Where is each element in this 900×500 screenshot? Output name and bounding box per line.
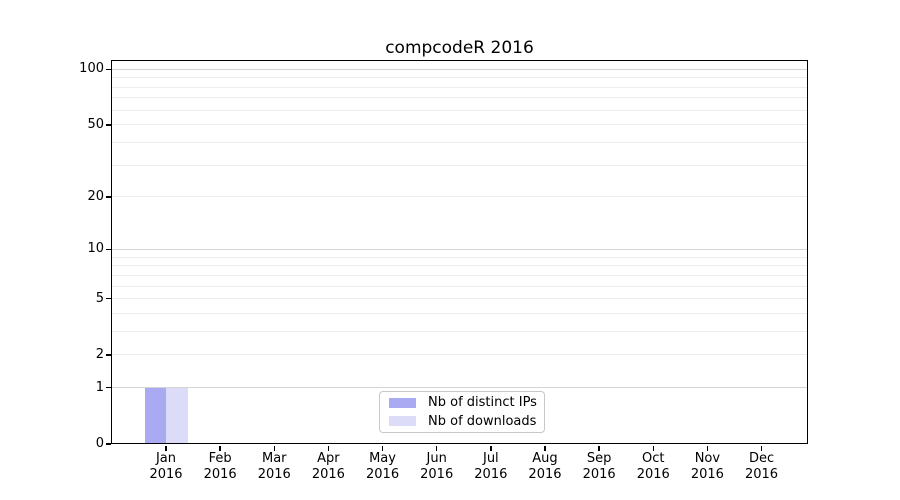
- y-axis-tick: [106, 196, 111, 198]
- x-axis-tick: [490, 445, 492, 451]
- minor-gridline: [112, 97, 808, 99]
- x-axis-tick: [273, 445, 276, 451]
- minor-gridline: [112, 164, 808, 166]
- y-axis-tick: [106, 248, 111, 251]
- x-axis-tick: [652, 445, 654, 451]
- y-tick-label: 100: [79, 61, 104, 77]
- major-gridline: [112, 387, 808, 389]
- minor-gridline: [112, 77, 808, 79]
- minor-gridline: [112, 274, 808, 276]
- x-tick-label-apr: Apr 2016: [311, 451, 345, 482]
- x-tick-label-sep: Sep 2016: [582, 451, 616, 482]
- x-axis-tick: [544, 445, 546, 451]
- x-tick-label-jul: Jul 2016: [474, 451, 508, 482]
- minor-gridline: [112, 312, 808, 314]
- legend-item-downloads: Nb of downloads: [389, 414, 544, 429]
- y-axis-tick: [106, 68, 111, 71]
- legend-label-downloads: Nb of downloads: [428, 413, 537, 429]
- bar-nb-of-downloads-jan: [166, 387, 188, 444]
- x-tick-label-jan: Jan 2016: [149, 451, 183, 482]
- y-axis-tick: [106, 354, 111, 356]
- minor-gridline: [112, 285, 808, 287]
- y-tick-label: 1: [95, 379, 104, 395]
- minor-gridline: [112, 142, 808, 144]
- x-axis-tick: [219, 445, 221, 451]
- y-tick-label: 10: [87, 241, 104, 257]
- x-axis-tick: [706, 445, 709, 451]
- minor-gridline: [112, 109, 808, 111]
- y-axis-tick: [106, 124, 111, 126]
- y-tick-label: 2: [95, 346, 104, 362]
- legend-swatch-distinct-ips: [389, 397, 416, 408]
- y-tick-label: 0: [95, 436, 104, 451]
- minor-gridline: [112, 330, 808, 332]
- legend-item-distinct-ips: Nb of distinct IPs: [389, 395, 544, 410]
- minor-gridline: [112, 298, 808, 300]
- legend: Nb of distinct IPs Nb of downloads: [379, 391, 545, 433]
- y-tick-label: 5: [95, 290, 104, 306]
- x-tick-label-oct: Oct 2016: [636, 451, 670, 482]
- x-axis-tick: [435, 445, 438, 451]
- minor-gridline: [112, 256, 808, 258]
- x-axis-tick: [760, 445, 763, 451]
- minor-gridline: [112, 265, 808, 267]
- minor-gridline: [112, 124, 808, 126]
- legend-swatch-downloads: [389, 416, 416, 427]
- y-axis-tick: [106, 386, 111, 389]
- y-axis-tick: [106, 443, 111, 445]
- x-tick-label-aug: Aug 2016: [528, 451, 562, 482]
- x-axis-tick: [327, 445, 330, 451]
- x-tick-label-jun: Jun 2016: [420, 451, 454, 482]
- y-tick-label: 50: [87, 116, 104, 132]
- y-tick-label: 20: [87, 188, 104, 204]
- minor-gridline: [112, 354, 808, 356]
- x-axis-tick: [165, 445, 167, 451]
- minor-gridline: [112, 196, 808, 198]
- major-gridline: [112, 68, 808, 70]
- x-axis-tick: [598, 445, 600, 451]
- x-tick-label-mar: Mar 2016: [257, 451, 291, 482]
- x-tick-label-feb: Feb 2016: [203, 451, 237, 482]
- chart-title: compcodeR 2016: [385, 38, 534, 58]
- y-axis-tick: [106, 297, 111, 300]
- bar-nb-of-distinct-ips-jan: [144, 387, 166, 444]
- minor-gridline: [112, 86, 808, 88]
- x-axis-tick: [381, 445, 384, 451]
- x-tick-label-may: May 2016: [366, 451, 400, 482]
- major-gridline: [112, 248, 808, 250]
- x-tick-label-nov: Nov 2016: [690, 451, 724, 482]
- x-tick-label-dec: Dec 2016: [744, 451, 779, 482]
- legend-label-distinct-ips: Nb of distinct IPs: [428, 395, 537, 411]
